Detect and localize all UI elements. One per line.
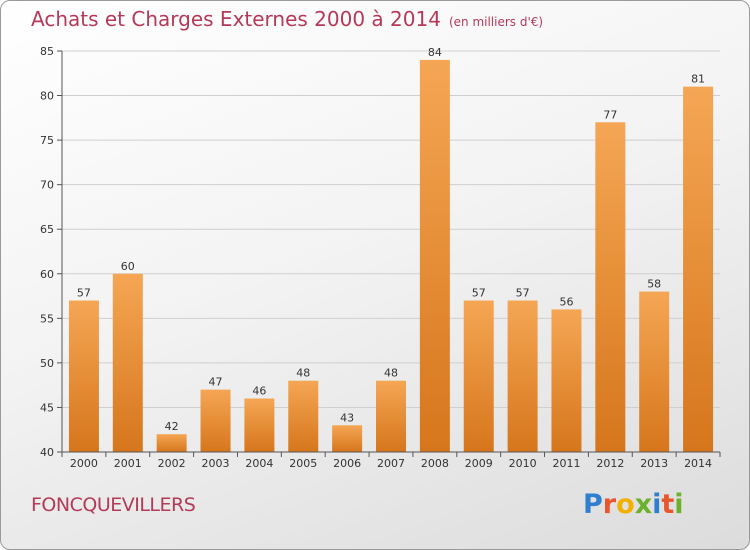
x-tick-label: 2014 [684,457,712,470]
y-tick-label: 65 [40,223,54,236]
x-tick-label: 2003 [202,457,230,470]
bar-value-label: 57 [472,287,486,300]
bar [507,300,538,452]
bar [288,380,319,452]
bar-value-label: 57 [77,287,91,300]
y-tick-label: 50 [40,357,54,370]
y-tick-label: 75 [40,134,54,147]
y-tick-label: 60 [40,268,54,281]
y-tick-label: 45 [40,401,54,414]
bar [419,59,450,453]
value-labels: 57 60 42 47 46 48 43 48 84 57 57 56 77 58 81 [77,46,705,433]
bar-value-label: 81 [691,73,705,86]
x-tick-label: 2002 [158,457,186,470]
bar [376,380,406,452]
bar-value-label: 43 [340,411,354,424]
bar [156,434,187,452]
bar [551,309,582,452]
chart-title: Achats et Charges Externes 2000 à 2014 (e… [31,7,543,31]
bar-value-label: 56 [559,295,573,308]
bar [595,122,626,453]
x-axis-ticks: 2000 2001 2002 2003 2004 2005 2006 2007 2008 2009… [61,452,721,470]
x-tick-label: 2010 [509,457,537,470]
y-tick-label: 85 [40,45,54,58]
x-tick-label: 2013 [640,457,668,470]
x-tick-label: 2012 [596,457,624,470]
x-tick-label: 2008 [421,457,449,470]
y-tick-label: 80 [40,90,54,103]
bar [639,291,670,452]
bar [200,389,231,452]
title-text: Achats et Charges Externes 2000 à 2014 [31,7,441,31]
bar-value-label: 57 [516,287,530,300]
x-tick-label: 2006 [333,457,361,470]
bar [463,300,494,452]
bar-value-label: 58 [647,278,661,291]
bar-value-label: 46 [252,385,266,398]
commune-name: FONCQUEVILLERS [31,494,196,516]
bar [683,86,714,453]
y-tick-label: 55 [40,312,54,325]
x-tick-label: 2007 [377,457,405,470]
proxiti-logo: Proxiti [583,489,684,520]
bar [332,425,363,452]
chart-subtitle: (en milliers d'€) [448,15,544,29]
bar [112,273,143,452]
bar-value-label: 84 [428,46,442,59]
bar [244,398,275,452]
x-tick-label: 2009 [465,457,493,470]
x-tick-label: 2005 [289,457,317,470]
bar-value-label: 42 [165,420,179,433]
y-tick-label: 40 [40,446,54,459]
bars [68,59,714,453]
bar-value-label: 47 [209,376,223,389]
bar-value-label: 60 [121,260,135,273]
bar-value-label: 48 [384,367,398,380]
x-tick-label: 2001 [114,457,142,470]
x-tick-label: 2011 [552,457,580,470]
bar-value-label: 77 [603,108,617,121]
x-tick-label: 2004 [245,457,273,470]
bar [68,300,99,452]
y-axis-ticks: 40 45 50 55 60 65 70 75 80 85 [40,45,62,459]
bar-value-label: 48 [296,367,310,380]
y-tick-label: 70 [40,179,54,192]
x-tick-label: 2000 [70,457,98,470]
